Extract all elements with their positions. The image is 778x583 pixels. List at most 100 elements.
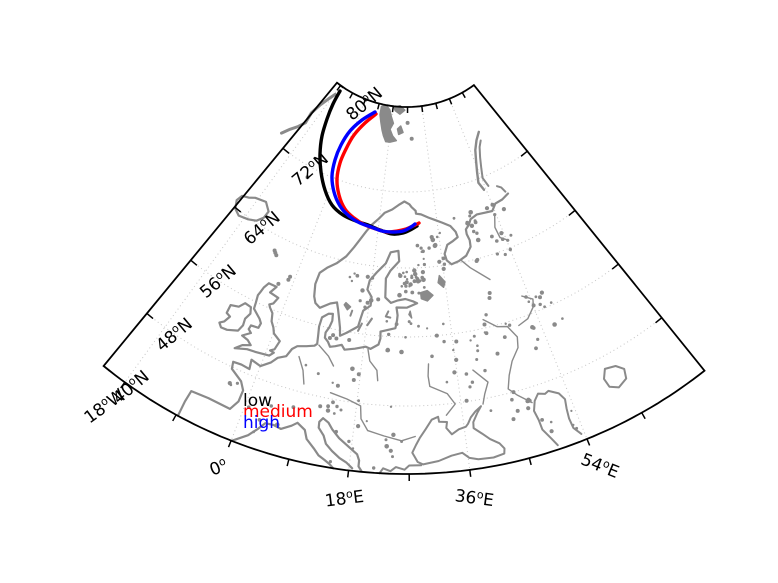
lake-dot — [257, 418, 262, 422]
top-arc-tick — [349, 92, 354, 99]
lake-dot — [335, 404, 339, 409]
top-arc-tick — [376, 103, 380, 110]
bottom-arc-tick — [528, 457, 532, 466]
lake-dot — [246, 405, 251, 410]
coastline — [343, 301, 352, 311]
lake-dot — [356, 424, 361, 429]
lake-dot — [540, 418, 544, 422]
coastline — [496, 185, 507, 193]
coastline — [474, 130, 486, 191]
lake-dot — [515, 408, 520, 413]
lake-dot — [358, 299, 362, 303]
lake-dot — [430, 354, 434, 359]
lake-dot — [507, 323, 512, 327]
lake-dot — [454, 339, 459, 344]
legend-item-medium: medium — [243, 402, 313, 422]
legend-item-high: high — [243, 413, 280, 433]
coastline — [378, 464, 423, 475]
lake-dot — [334, 429, 339, 434]
lake-dot — [538, 295, 542, 300]
lake-dot — [506, 238, 510, 242]
lake-dot — [405, 278, 409, 281]
lake-dot — [360, 288, 365, 293]
lake-dot — [331, 381, 334, 384]
lake-dot — [355, 273, 360, 278]
lake-dot — [400, 285, 404, 288]
lake-dot — [384, 438, 388, 442]
coastline — [234, 194, 270, 222]
lake-dot — [474, 259, 479, 263]
lake-dot — [504, 322, 507, 325]
lake-dot — [384, 444, 390, 449]
island-dot — [288, 274, 293, 279]
lon-label-36: 36oE — [454, 485, 496, 511]
lake-dot — [441, 256, 446, 261]
lake-dot — [418, 279, 422, 283]
lake-dot — [469, 223, 475, 228]
lake-dot — [487, 291, 492, 295]
lake-dot — [499, 231, 504, 236]
coastline — [459, 259, 491, 281]
left-edge-tick-64N — [234, 206, 242, 213]
lake-dot — [398, 272, 401, 276]
lake-dot — [351, 378, 356, 382]
lake-dot — [368, 298, 374, 303]
bottom-arc-tick — [286, 459, 290, 467]
lake-dot — [332, 412, 336, 415]
lake-dot — [531, 326, 536, 330]
lake-dot — [227, 381, 232, 386]
lake-dot — [235, 381, 239, 385]
top-arc-tick — [448, 98, 453, 105]
lake-dot — [484, 313, 488, 317]
lake-dot — [476, 349, 480, 353]
island-dot — [286, 277, 291, 282]
lake-dot — [531, 303, 536, 308]
lake-dot — [437, 259, 442, 264]
coastline — [472, 369, 489, 405]
lat-label-64N: 64oN — [239, 207, 284, 250]
lake-dot — [408, 282, 413, 287]
lat-label-56N: 56oN — [196, 260, 241, 303]
lake-dot — [452, 348, 455, 352]
coastline — [494, 214, 510, 241]
legend-item-low: low — [243, 391, 272, 411]
lake-dot — [420, 250, 423, 253]
lake-dot — [399, 349, 404, 355]
lake-dot — [572, 423, 575, 427]
lake-dot — [489, 409, 493, 412]
island-dot — [331, 333, 336, 338]
coastline — [367, 348, 379, 382]
coastline — [482, 318, 533, 404]
lake-dot — [422, 262, 426, 267]
lake-dot — [575, 426, 579, 430]
lake-dot — [415, 243, 420, 248]
top-arc-tick — [336, 84, 342, 91]
lake-dot — [503, 252, 507, 257]
lake-dot — [469, 339, 472, 342]
lake-dot — [441, 266, 446, 271]
bottom-arc-tick — [346, 470, 350, 478]
lake-dot — [350, 366, 355, 372]
lake-dot — [476, 344, 479, 348]
coastline — [366, 317, 373, 327]
top-arc-tick — [362, 98, 367, 105]
coastline — [384, 310, 392, 319]
island-dot — [327, 336, 332, 340]
coastline — [408, 310, 413, 319]
island-dot — [409, 136, 414, 141]
lake-dot — [454, 357, 459, 362]
lake-dot — [252, 430, 256, 434]
lon-label-0: 0o — [206, 454, 230, 480]
right-edge-tick-48N — [655, 317, 663, 324]
lake-dot — [417, 291, 421, 295]
coastline — [349, 309, 354, 317]
lake-dot — [422, 286, 426, 289]
coastline — [298, 355, 305, 385]
island-dot — [274, 253, 279, 258]
lake-dot — [412, 279, 417, 284]
lake-dot — [552, 322, 557, 327]
left-edge-tick-72N — [282, 147, 290, 154]
lake-dot — [407, 320, 411, 324]
lake-dot — [326, 404, 330, 409]
